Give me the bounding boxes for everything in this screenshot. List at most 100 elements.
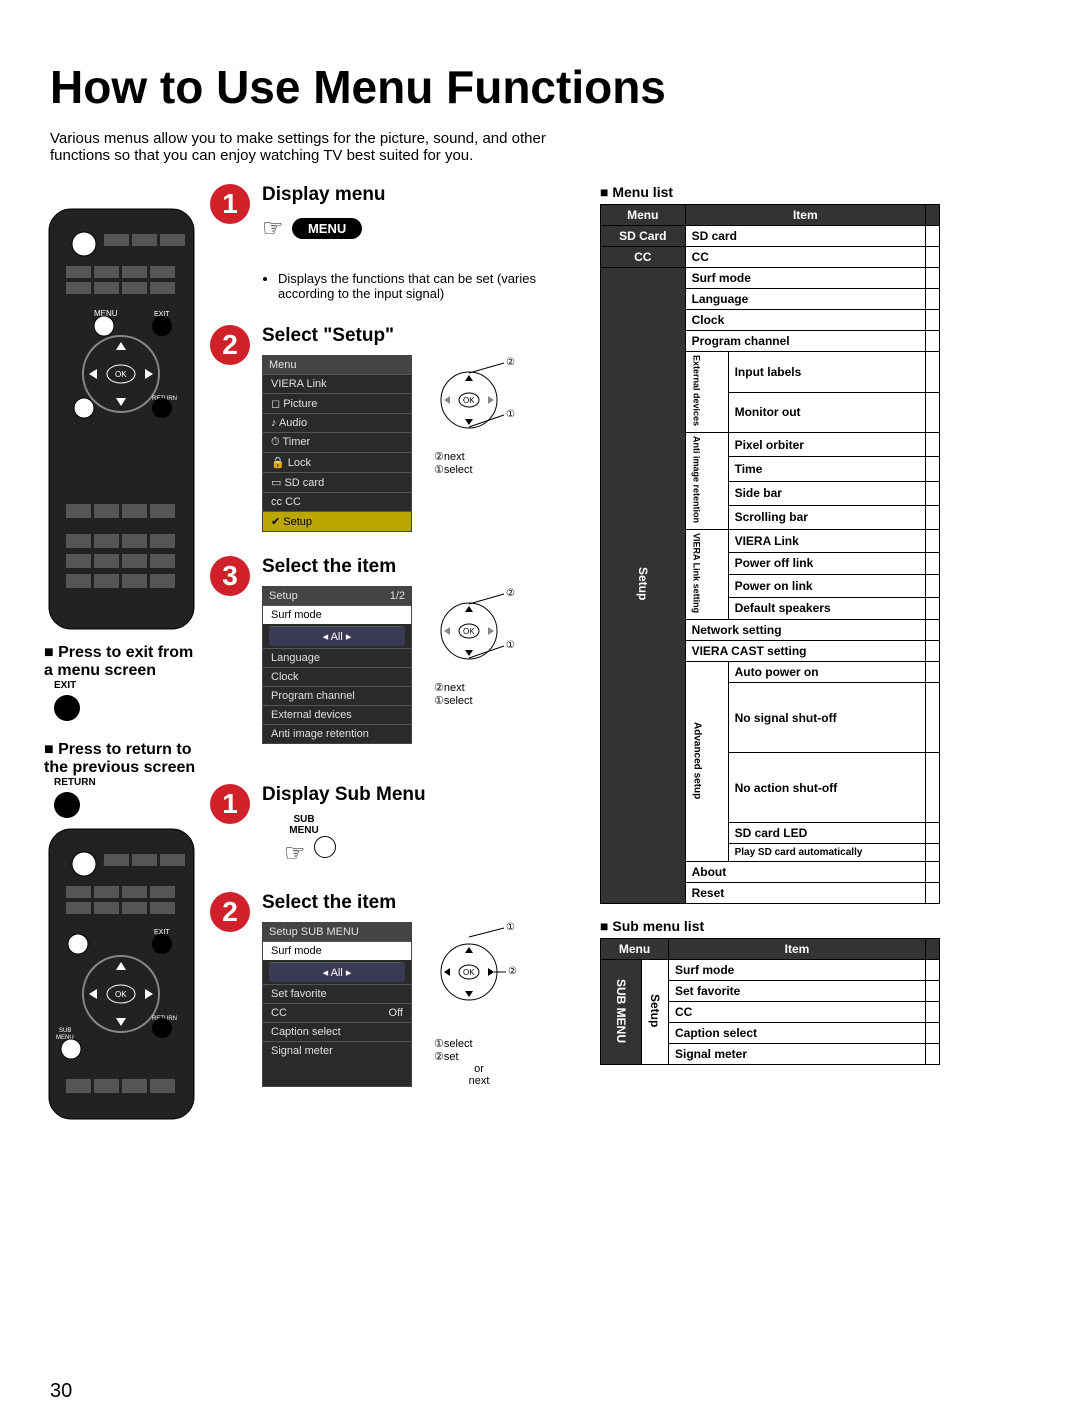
nav-dpad: OK ② ① ②next ①select <box>434 586 524 744</box>
menu-item: ♪ Audio <box>263 413 411 432</box>
submenu-row-value: ◂ All ▸ <box>269 962 405 982</box>
item-cc: CC <box>685 247 925 268</box>
submenu-setup-vert: Setup <box>648 994 662 1027</box>
nav-next: next <box>444 682 465 694</box>
submenu-list-table: MenuItem SUB MENU Setup Surf mode Set fa… <box>600 938 940 1065</box>
setup-item: Language <box>263 648 411 667</box>
nav-select: select <box>444 464 473 476</box>
setup-item: Program channel <box>263 686 411 705</box>
menu-item: 🔒 Lock <box>263 452 411 472</box>
side-notes: ■ Press to exit from a menu screen EXIT … <box>44 644 199 822</box>
menu-cc: CC <box>601 247 686 268</box>
nav-dpad: ① OK ② ①select <box>434 922 524 1087</box>
svg-text:①: ① <box>506 409 515 420</box>
setup-item: About <box>685 862 925 883</box>
nav-next: next <box>434 1075 524 1087</box>
anti-item: Time <box>728 457 925 481</box>
nav-next: next <box>444 451 465 463</box>
viera-item: Power on link <box>728 575 925 598</box>
svg-text:OK: OK <box>463 968 475 977</box>
setup-page: 1/2 <box>390 590 405 602</box>
menu-header: Menu <box>269 359 297 371</box>
th-menu: Menu <box>601 205 686 226</box>
ext-item: Monitor out <box>728 392 925 433</box>
page-title: How to Use Menu Functions <box>50 60 1030 114</box>
setup-item: Reset <box>685 883 925 904</box>
th-item: Item <box>669 939 926 960</box>
step1-desc: Displays the functions that can be set (… <box>278 271 570 301</box>
svg-text:②: ② <box>506 588 515 599</box>
setup-item: VIERA CAST setting <box>685 641 925 662</box>
step-3: 3 Select the item Setup1/2 Surf mode ◂ A… <box>210 556 570 744</box>
submenu-row: Signal meter <box>263 1041 411 1060</box>
svg-text:OK: OK <box>115 370 127 379</box>
sub2-title: Select the item <box>262 892 570 914</box>
intro-text: Various menus allow you to make settings… <box>50 130 560 164</box>
setup-item: Program channel <box>685 331 925 352</box>
viera-item: Default speakers <box>728 597 925 620</box>
anti-item: Side bar <box>728 481 925 505</box>
remote-illustration-top: MENU EXIT OK RETURN <box>44 204 199 634</box>
viera-item: Power off link <box>728 552 925 575</box>
setup-item: Language <box>685 289 925 310</box>
exit-note-title: ■ Press to exit from a menu screen <box>44 644 199 680</box>
menu-item: ▭ SD card <box>263 472 411 492</box>
submenu-row: CCOff <box>263 1003 411 1022</box>
sub-item: CC <box>669 1002 926 1023</box>
menu-button-badge: MENU <box>292 218 362 239</box>
nav-set: set <box>444 1051 459 1063</box>
sub-label-bottom: MENU <box>284 825 324 836</box>
setup-item: Surf mode <box>685 268 925 289</box>
submenu-header: Setup SUB MENU <box>269 926 359 938</box>
setup-item: Clock <box>263 667 411 686</box>
step2-title: Select "Setup" <box>262 325 570 347</box>
hand-icon: ☞ <box>284 839 306 868</box>
submenu-row: Surf mode <box>263 941 411 960</box>
nav-dpad: OK ② ① ②next ①select <box>434 355 524 532</box>
sub-item: Caption select <box>669 1023 926 1044</box>
menu-item: ⏱ Timer <box>263 432 411 452</box>
svg-text:OK: OK <box>115 990 127 999</box>
return-button-icon <box>54 792 80 818</box>
menu-list-header: ■ Menu list <box>600 184 940 200</box>
th-menu: Menu <box>601 939 669 960</box>
onscreen-menu-submenu: Setup SUB MENU Surf mode ◂ All ▸ Set fav… <box>262 922 412 1087</box>
adv-item: Auto power on <box>728 662 925 683</box>
return-note-title: ■ Press to return to the previous screen <box>44 741 199 777</box>
adv-item: SD card LED <box>728 823 925 844</box>
page-number: 30 <box>50 1380 72 1403</box>
setup-item: Anti image retention <box>263 724 411 743</box>
step3-title: Select the item <box>262 556 570 578</box>
menu-item: ◻ Picture <box>263 393 411 413</box>
step-1: 1 Display menu ☞ MENU Displays the funct… <box>210 184 570 301</box>
exit-label: EXIT <box>54 680 199 691</box>
onscreen-menu-setup: Setup1/2 Surf mode ◂ All ▸ Language Cloc… <box>262 586 412 744</box>
setup-vertical: Setup <box>636 567 650 600</box>
setup-row-value: ◂ All ▸ <box>269 626 405 646</box>
step2-number: 2 <box>210 325 250 365</box>
setup-item: Network setting <box>685 620 925 641</box>
menu-sdcard: SD Card <box>601 226 686 247</box>
svg-text:OK: OK <box>463 627 475 636</box>
menu-item-selected: ✔ Setup <box>263 511 411 531</box>
remote-svg-top: MENU EXIT OK RETURN <box>44 204 199 634</box>
step-2: 2 Select "Setup" Menu VIERA Link ◻ Pictu… <box>210 325 570 532</box>
submenu-vert: SUB MENU <box>614 979 628 1043</box>
step1-title: Display menu <box>262 184 570 206</box>
sub-step-2: 2 Select the item Setup SUB MENU Surf mo… <box>210 892 570 1087</box>
adv-item: Play SD card automatically <box>728 844 925 862</box>
adv-label: Advanced setup <box>692 722 703 799</box>
viera-item: VIERA Link <box>728 530 925 553</box>
remote-illustration-bottom: EXIT OK SUB MENU RETURN <box>44 824 199 1124</box>
nav-select: select <box>444 695 473 707</box>
sub-label-top: SUB <box>284 814 324 825</box>
step3-number: 3 <box>210 556 250 596</box>
item-sdcard: SD card <box>685 226 925 247</box>
adv-item: No signal shut-off <box>728 683 925 753</box>
return-label: RETURN <box>54 777 199 788</box>
sub-item: Surf mode <box>669 960 926 981</box>
anti-item: Scrolling bar <box>728 505 925 529</box>
ext-item: Input labels <box>728 352 925 393</box>
nav-or: or <box>434 1063 524 1075</box>
sub-item: Set favorite <box>669 981 926 1002</box>
